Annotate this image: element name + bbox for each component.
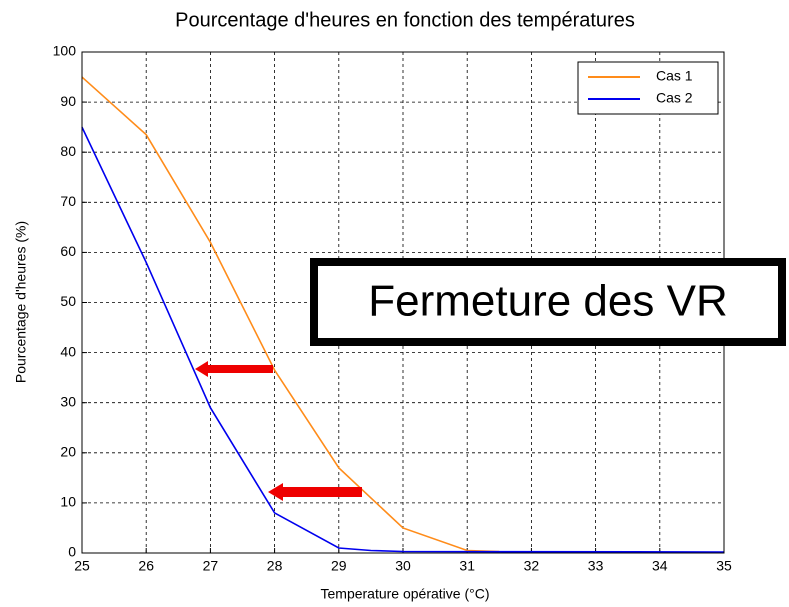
arrow-shaft xyxy=(280,487,362,497)
y-tick-label: 70 xyxy=(60,193,76,209)
y-tick-label: 40 xyxy=(60,343,76,359)
line xyxy=(81,76,500,553)
y-tick-label: 30 xyxy=(60,393,76,409)
x-axis-label: Temperature opérative (°C) xyxy=(321,586,490,602)
x-tick-label: 26 xyxy=(138,558,154,574)
arrow-head xyxy=(268,483,283,501)
x-tick-label: 35 xyxy=(716,558,732,574)
x-tick-label: 31 xyxy=(459,558,475,574)
arrow xyxy=(195,361,273,377)
x-tick-label: 32 xyxy=(524,558,540,574)
legend-label: Cas 1 xyxy=(656,68,693,84)
x-tick-label: 27 xyxy=(203,558,219,574)
legend-label: Cas 2 xyxy=(656,90,693,106)
y-axis-label: Pourcentage d'heures (%) xyxy=(13,221,29,383)
chart-title: Pourcentage d'heures en fonction des tem… xyxy=(175,9,635,31)
y-tick-label: 100 xyxy=(53,43,77,59)
y-tick-label: 90 xyxy=(60,93,76,109)
arrow-head xyxy=(195,361,208,377)
arrow xyxy=(268,483,362,501)
x-tick-label: 29 xyxy=(331,558,347,574)
x-tick-label: 33 xyxy=(588,558,604,574)
y-tick-label: 80 xyxy=(60,143,76,159)
legend-box xyxy=(577,61,719,115)
arrow-shaft xyxy=(205,365,273,373)
x-tick-label: 34 xyxy=(652,558,668,574)
annotation-box xyxy=(310,258,786,346)
y-tick-label: 50 xyxy=(60,293,76,309)
x-tick-label: 30 xyxy=(395,558,411,574)
y-tick-label: 10 xyxy=(60,494,76,510)
annotation: Fermeture des VR xyxy=(368,277,727,326)
x-tick-label: 25 xyxy=(74,558,90,574)
y-tick-label: 60 xyxy=(60,243,76,259)
y-tick-label: 20 xyxy=(60,444,76,460)
x-tick-label: 28 xyxy=(267,558,283,574)
line xyxy=(81,126,725,553)
y-tick-label: 0 xyxy=(68,544,76,560)
legend: Cas 1 Cas 2 xyxy=(577,61,719,115)
